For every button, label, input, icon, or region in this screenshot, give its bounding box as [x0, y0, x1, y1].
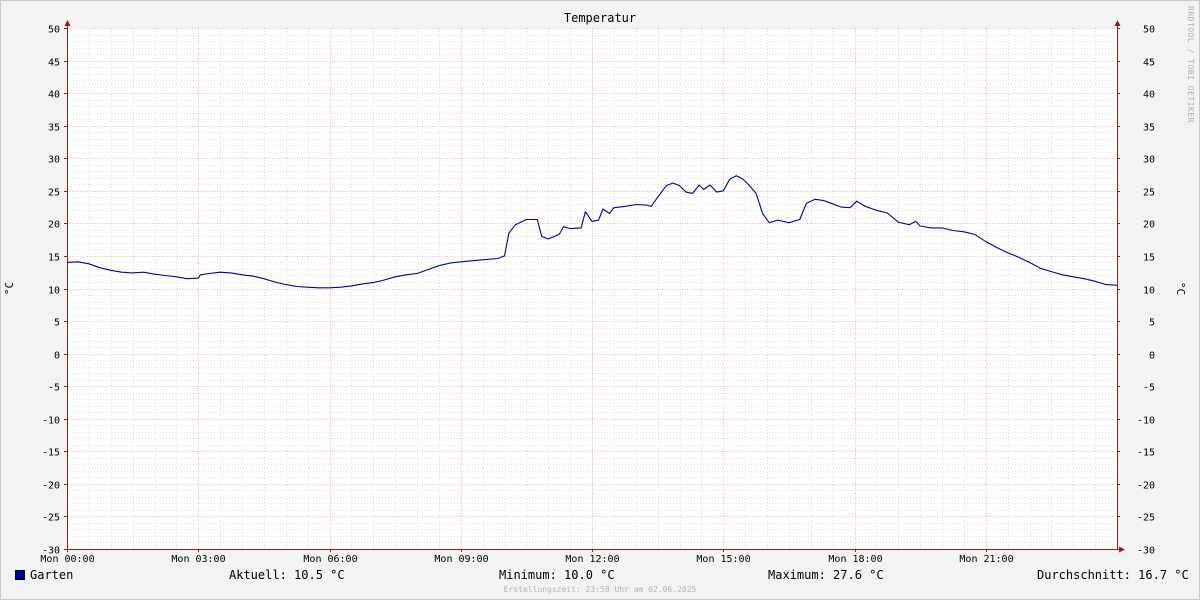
x-tick-label: Mon 09:00 [434, 554, 488, 565]
y-tick-label-right: 10 [1143, 286, 1155, 297]
y-tick-label-left: -5 [48, 383, 60, 394]
y-axis-arrow-right [1114, 20, 1121, 26]
y-tick-label-left: 30 [48, 155, 60, 166]
y-tick-label-left: -25 [42, 513, 60, 524]
y-tick-label-right: -25 [1137, 513, 1155, 524]
y-tick-label-left: 10 [48, 286, 60, 297]
y-tick-label-right: -30 [1137, 546, 1155, 557]
y-tick-label-left: 0 [54, 351, 60, 362]
y-tick-label-right: 50 [1143, 25, 1155, 36]
y-tick-label-left: -20 [42, 481, 60, 492]
y-tick-label-right: 5 [1149, 318, 1155, 329]
y-tick-label-right: -20 [1137, 481, 1155, 492]
y-tick-label-right: 45 [1143, 58, 1155, 69]
y-tick-label-right: -10 [1137, 416, 1155, 427]
legend-swatch-garten [15, 570, 25, 580]
y-tick-label-right: 15 [1143, 253, 1155, 264]
y-tick-label-right: 30 [1143, 155, 1155, 166]
y-tick-label-right: -5 [1143, 383, 1155, 394]
y-tick-label-left: -30 [42, 546, 60, 557]
y-tick-label-right: 0 [1149, 351, 1155, 362]
legend-minimum: Minimum: 10.0 °C [499, 568, 615, 582]
y-tick-label-right: 20 [1143, 220, 1155, 231]
y-tick-label-left: -10 [42, 416, 60, 427]
x-tick-label: Mon 15:00 [696, 554, 750, 565]
x-tick-label: Mon 03:00 [171, 554, 225, 565]
y-axis-label-right: °C [1174, 281, 1188, 296]
legend-durchschnitt: Durchschnitt: 16.7 °C [1037, 568, 1189, 582]
x-tick-label: Mon 06:00 [303, 554, 357, 565]
x-tick-label: Mon 00:00 [40, 554, 94, 565]
creation-timestamp: Erstellungszeit: 23:58 Uhr am 02.06.2025 [503, 585, 697, 594]
y-tick-label-right: 35 [1143, 123, 1155, 134]
plot-area [67, 28, 1117, 549]
legend-series-name: Garten [30, 568, 74, 582]
y-tick-label-right: 40 [1143, 90, 1155, 101]
legend-aktuell: Aktuell: 10.5 °C [229, 568, 345, 582]
y-tick-label-left: -15 [42, 448, 60, 459]
y-tick-label-right: 25 [1143, 188, 1155, 199]
rrdtool-watermark: RRDTOOL / TOBI OETIKER [1186, 6, 1195, 123]
legend-maximum: Maximum: 27.6 °C [768, 568, 884, 582]
y-tick-label-left: 50 [48, 25, 60, 36]
y-axis-label-left: °C [3, 281, 17, 296]
y-tick-label-left: 25 [48, 188, 60, 199]
y-tick-label-left: 40 [48, 90, 60, 101]
x-tick-label: Mon 12:00 [565, 554, 619, 565]
y-tick-label-right: -15 [1137, 448, 1155, 459]
y-tick-label-left: 45 [48, 58, 60, 69]
y-tick-label-left: 35 [48, 123, 60, 134]
y-axis-arrow-left [64, 20, 71, 26]
y-tick-label-left: 15 [48, 253, 60, 264]
series-line-garten [66, 175, 1118, 289]
y-tick-label-left: 20 [48, 220, 60, 231]
x-tick-label: Mon 21:00 [959, 554, 1013, 565]
chart-title: Temperatur [563, 11, 637, 25]
y-tick-label-left: 5 [54, 318, 60, 329]
x-tick-label: Mon 18:00 [828, 554, 882, 565]
x-axis-arrow [1119, 546, 1125, 553]
